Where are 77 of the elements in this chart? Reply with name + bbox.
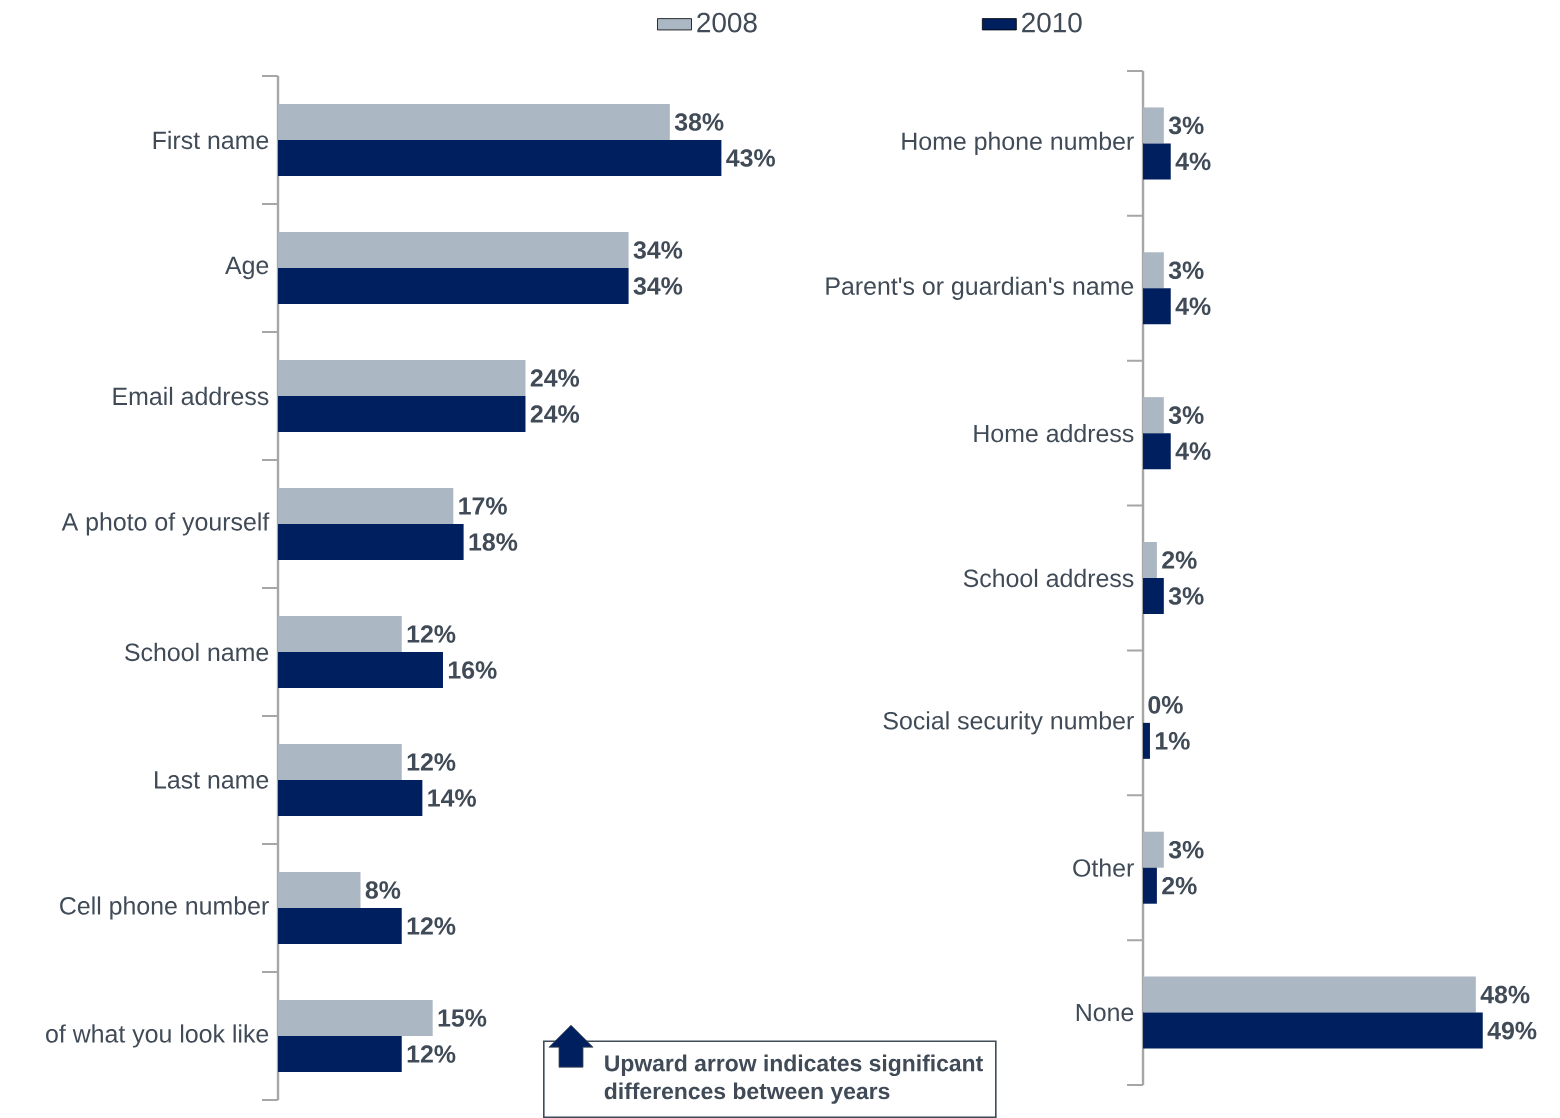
data-label: 43% [726, 149, 775, 167]
data-label: 8% [365, 881, 401, 899]
data-label: 1% [1155, 732, 1190, 750]
data-label: 34% [633, 241, 683, 259]
y-tick-label: First name [153, 130, 269, 150]
y-tick-label: Cell phone number [60, 896, 269, 920]
data-label: 16% [448, 661, 497, 679]
data-label: 3% [1168, 587, 1204, 605]
data-label: 3% [1168, 261, 1204, 280]
data-label: 4% [1175, 442, 1211, 460]
bar [1143, 1012, 1483, 1049]
y-tick-label: School address [963, 568, 1134, 588]
data-label: 24% [530, 369, 580, 387]
bar [278, 651, 443, 688]
bar [278, 523, 464, 560]
bar [278, 487, 454, 524]
bar [1143, 577, 1164, 614]
bar [1143, 976, 1476, 1013]
data-label: 49% [1487, 1021, 1537, 1040]
bar [1143, 397, 1164, 434]
bar [278, 780, 423, 816]
data-label: 48% [1480, 985, 1530, 1004]
data-label: 4% [1175, 152, 1211, 171]
bar [278, 1036, 402, 1072]
y-tick-label: Last name [155, 771, 269, 789]
bar [278, 744, 402, 780]
bar [1143, 107, 1164, 144]
y-tick-label: Other [1073, 858, 1134, 877]
data-label: 38% [674, 113, 724, 131]
data-label: 34% [633, 277, 683, 295]
y-tick-label: Social security number [883, 711, 1134, 735]
data-label: 0% [1148, 696, 1183, 714]
bar [1143, 722, 1150, 759]
data-label: 12% [407, 753, 456, 771]
y-tick-label: None [1076, 1003, 1134, 1022]
y-tick-label: School name [125, 642, 269, 662]
bar [1143, 288, 1171, 325]
y-tick-label: Email address [113, 386, 269, 406]
bar [278, 872, 361, 908]
bar [278, 103, 670, 140]
bar [278, 1000, 433, 1036]
data-label: 2% [1162, 551, 1197, 569]
bar [1143, 831, 1164, 868]
bar [278, 359, 526, 396]
bar [1143, 252, 1164, 289]
data-label: 4% [1175, 297, 1211, 316]
data-label: 15% [438, 1009, 487, 1027]
y-tick-label: Age [225, 256, 269, 280]
bar [278, 139, 722, 176]
data-label: 3% [1168, 840, 1204, 859]
bar [278, 615, 402, 652]
bar [1143, 541, 1157, 578]
y-tick-label: Home phone number [902, 131, 1134, 156]
bar [1143, 867, 1157, 904]
data-label: 17% [459, 497, 507, 515]
data-label: 12% [407, 917, 456, 935]
bar [278, 908, 402, 944]
bar [1143, 143, 1171, 180]
data-label: 14% [428, 789, 476, 807]
y-tick-label: A photo of yourself [61, 512, 270, 536]
data-label: 24% [530, 405, 580, 423]
data-label: 3% [1168, 116, 1204, 135]
data-label: 18% [469, 533, 518, 551]
annotation: Upward arrow indicates significant differences between years [604, 1054, 983, 1104]
data-label: 12% [407, 1045, 456, 1063]
bar [278, 395, 526, 432]
legend-label: 2010 [1022, 12, 1082, 33]
legend-label: 2008 [697, 12, 757, 33]
y-tick-label: Home address [974, 423, 1134, 443]
bar [278, 267, 629, 304]
y-tick-label: of what you look like [46, 1024, 269, 1048]
data-label: 2% [1162, 876, 1197, 895]
bar [1143, 433, 1171, 470]
data-label: 3% [1168, 406, 1204, 424]
y-tick-label: Parent's or guardian's name [826, 276, 1134, 300]
bar [278, 231, 629, 268]
data-label: 12% [407, 625, 456, 643]
